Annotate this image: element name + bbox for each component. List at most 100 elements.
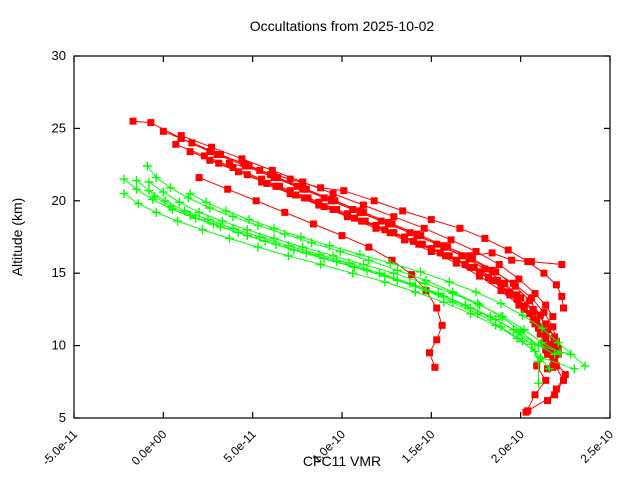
plus-marker [173, 216, 183, 226]
plus-marker [253, 242, 263, 252]
square-marker [299, 178, 307, 186]
square-marker [309, 220, 317, 228]
plus-marker [389, 268, 399, 278]
plus-marker [242, 225, 252, 235]
square-marker [293, 182, 301, 190]
y-tick-label: 25 [52, 120, 66, 135]
data-series-layer [119, 117, 590, 416]
square-marker [436, 249, 444, 257]
square-marker [195, 174, 203, 182]
square-marker [206, 148, 214, 156]
square-marker [552, 362, 560, 370]
series-occultation-red-03 [172, 140, 550, 354]
plus-marker [283, 251, 293, 261]
square-marker [515, 301, 523, 309]
series-line [123, 193, 550, 370]
square-marker [560, 376, 567, 384]
series-line [261, 181, 554, 370]
x-tick-label: 5.0e-11 [221, 427, 259, 465]
plus-marker [119, 174, 129, 184]
plus-marker [534, 357, 543, 366]
plus-marker [496, 299, 506, 309]
square-marker [361, 217, 369, 225]
y-tick-label: 5 [59, 410, 66, 425]
plus-marker [350, 262, 359, 272]
plus-marker [569, 364, 579, 374]
plus-marker [142, 161, 152, 171]
square-marker [531, 391, 539, 399]
square-marker [159, 127, 167, 135]
square-marker [188, 139, 196, 147]
square-marker [554, 345, 562, 352]
square-marker [356, 208, 364, 216]
plus-marker [534, 341, 543, 351]
plus-marker [203, 215, 213, 225]
plus-marker [260, 236, 270, 246]
square-marker [225, 159, 233, 167]
y-tick-label: 30 [52, 48, 66, 63]
series-occultation-red-01 [129, 117, 551, 416]
plus-marker [316, 260, 326, 269]
square-marker [527, 258, 535, 266]
plus-marker [133, 199, 143, 209]
series-line [181, 135, 554, 317]
plus-marker [460, 300, 470, 310]
square-marker [447, 236, 455, 244]
square-marker [276, 182, 283, 190]
square-marker [272, 182, 280, 190]
series-occultation-green-04 [144, 177, 565, 358]
square-marker [427, 216, 435, 224]
plus-marker [544, 364, 554, 374]
plus-marker [348, 268, 358, 278]
square-marker [552, 385, 560, 393]
plus-marker [217, 216, 227, 226]
square-marker [229, 164, 237, 171]
square-marker [542, 376, 550, 384]
square-marker [488, 249, 496, 257]
plus-marker [473, 299, 483, 309]
chart-title: Occultations from 2025-10-02 [250, 18, 435, 34]
square-marker [315, 201, 323, 209]
square-marker [497, 281, 505, 289]
square-marker [504, 246, 512, 254]
square-marker [238, 155, 246, 163]
square-marker [472, 248, 480, 255]
square-marker [340, 187, 348, 195]
plus-marker [550, 349, 560, 359]
square-marker [431, 363, 439, 371]
square-marker [359, 201, 367, 209]
square-marker [351, 214, 358, 222]
square-marker [529, 316, 537, 323]
square-marker [476, 272, 484, 280]
series-occultation-red-09 [258, 178, 557, 373]
plus-marker [514, 328, 524, 338]
series-occultation-red-10 [276, 182, 569, 405]
plus-marker [518, 336, 527, 346]
square-marker [410, 237, 417, 245]
square-marker [493, 276, 501, 284]
square-marker [327, 197, 335, 205]
square-marker [343, 213, 351, 221]
square-marker [542, 332, 550, 339]
square-marker [243, 171, 251, 179]
square-marker [292, 191, 299, 199]
square-marker [372, 224, 380, 232]
square-marker [401, 236, 408, 244]
series-occultation-green-05 [119, 189, 554, 374]
square-marker [420, 224, 428, 232]
plus-marker [180, 206, 190, 216]
square-marker [386, 229, 394, 237]
square-marker [461, 261, 469, 268]
plus-marker [328, 251, 338, 261]
plus-marker [498, 312, 508, 322]
square-marker [438, 321, 446, 329]
plus-marker [358, 260, 368, 269]
x-tick-label: 2.0e-10 [488, 427, 527, 466]
plus-marker [553, 338, 563, 348]
plus-marker [174, 197, 184, 207]
square-marker [456, 224, 464, 232]
series-occultation-green-02 [119, 174, 579, 374]
square-marker [258, 178, 266, 186]
plus-marker [475, 300, 485, 310]
